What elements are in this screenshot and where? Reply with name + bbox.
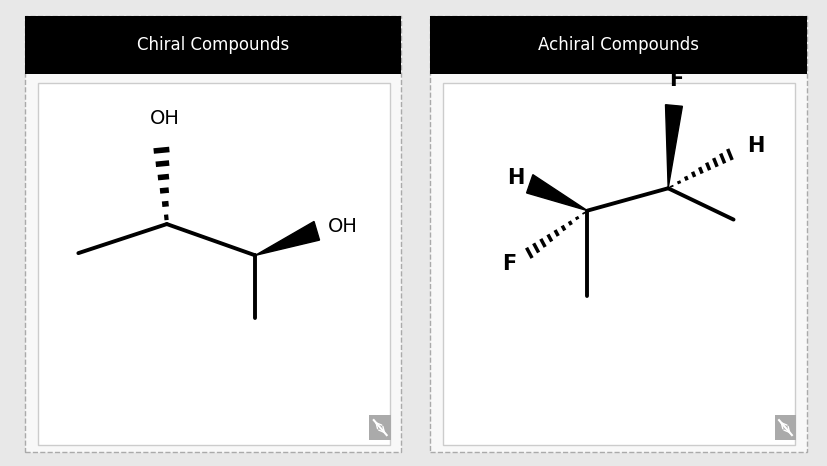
Text: F: F <box>502 254 516 274</box>
Polygon shape <box>527 175 587 211</box>
Bar <box>25 16 401 74</box>
FancyBboxPatch shape <box>443 83 795 445</box>
Polygon shape <box>256 221 319 255</box>
Text: Achiral Compounds: Achiral Compounds <box>538 36 699 54</box>
Text: OH: OH <box>328 217 358 236</box>
Polygon shape <box>666 105 682 188</box>
Bar <box>370 415 391 440</box>
Bar <box>775 415 796 440</box>
FancyBboxPatch shape <box>38 83 390 445</box>
Bar <box>430 16 806 74</box>
Text: H: H <box>747 136 764 156</box>
FancyBboxPatch shape <box>430 16 806 452</box>
Text: Chiral Compounds: Chiral Compounds <box>136 36 289 54</box>
Text: OH: OH <box>150 109 179 128</box>
Text: H: H <box>508 168 525 188</box>
FancyBboxPatch shape <box>25 16 401 452</box>
Text: F: F <box>669 70 683 90</box>
